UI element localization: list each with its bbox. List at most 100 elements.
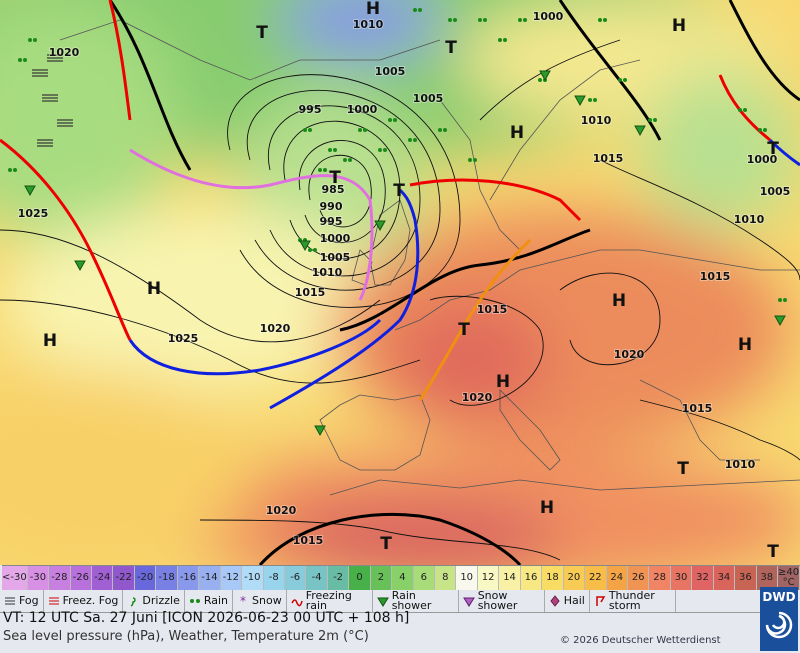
- scale-cell: 36: [735, 566, 757, 590]
- scale-cell: 32: [692, 566, 714, 590]
- rain-dot: [593, 98, 597, 102]
- scale-cell: -30: [27, 566, 50, 590]
- scale-cell: -10: [242, 566, 264, 590]
- rain-dot: [318, 168, 322, 172]
- troughs: [108, 0, 800, 565]
- scale-cell: 2: [370, 566, 393, 590]
- logo-swirl: [765, 611, 793, 639]
- pressure-system: T: [767, 139, 779, 159]
- pressure-label: 985: [322, 183, 345, 196]
- pressure-system: T: [458, 320, 470, 340]
- symbol-icon: [596, 596, 606, 606]
- rain-dot: [778, 298, 782, 302]
- isobars: [0, 39, 800, 561]
- rain-dot: [308, 248, 312, 252]
- pressure-label: 1000: [347, 103, 378, 116]
- rain-dot: [313, 248, 317, 252]
- rain-dot: [603, 18, 607, 22]
- rain-dot: [783, 298, 787, 302]
- scale-cell: -14: [199, 566, 221, 590]
- pressure-label: 1020: [49, 46, 80, 59]
- pressure-system: T: [767, 542, 779, 562]
- scale-cell: 20: [563, 566, 586, 590]
- rain-dot: [413, 8, 417, 12]
- rain-dot: [518, 18, 522, 22]
- symbol-label: Snow: [252, 594, 282, 607]
- rain-dot: [18, 58, 22, 62]
- valid-time: VT: 12 UTC Sa. 27 Juni [ICON 2026-06-23 …: [3, 610, 410, 626]
- pressure-label: 1015: [700, 270, 731, 283]
- scale-cell: -20: [134, 566, 157, 590]
- map-labels: 1010 1020 1005 1000 995 1000 1005 1010 1015 985 99…: [17, 0, 792, 562]
- scale-cell: 22: [585, 566, 607, 590]
- scale-cell: -16: [177, 566, 200, 590]
- logo-text: DWD: [762, 590, 796, 604]
- rain-dot: [448, 18, 452, 22]
- rain-dot: [648, 118, 652, 122]
- rain-dot: [393, 118, 397, 122]
- pressure-label: 1005: [760, 185, 791, 198]
- symbol-legend-item: Drizzle: [123, 590, 185, 612]
- scale-cell: 10: [456, 566, 478, 590]
- pressure-system: H: [366, 0, 380, 19]
- rain-dot: [348, 158, 352, 162]
- rain-dot: [358, 128, 362, 132]
- symbol-legend-item: Hail: [545, 590, 590, 612]
- svg-text:*: *: [240, 595, 246, 607]
- pressure-system: H: [540, 498, 554, 518]
- rain-dot: [383, 148, 387, 152]
- symbol-label: Drizzle: [142, 594, 180, 607]
- pressure-system: T: [445, 38, 457, 58]
- scale-cell: -6: [284, 566, 307, 590]
- pressure-label: 1015: [477, 303, 508, 316]
- pressure-system: H: [612, 291, 626, 311]
- scale-cell: -8: [263, 566, 285, 590]
- rain-dot: [743, 108, 747, 112]
- pressure-system: H: [147, 279, 161, 299]
- rain-dot: [483, 18, 487, 22]
- scale-cell: 18: [542, 566, 564, 590]
- scale-cell: 8: [435, 566, 457, 590]
- symbol-label: Freez. Fog: [62, 594, 119, 607]
- rain-dot: [473, 158, 477, 162]
- copyright: © 2026 Deutscher Wetterdienst: [560, 635, 721, 646]
- pressure-label: 1000: [533, 10, 564, 23]
- rain-dot: [758, 128, 762, 132]
- pressure-label: 1005: [413, 92, 444, 105]
- symbol-label: Rain: [203, 594, 229, 607]
- pressure-system: T: [256, 23, 268, 43]
- scale-cell: 28: [649, 566, 671, 590]
- scale-cell: 14: [499, 566, 521, 590]
- pressure-label: 1010: [312, 266, 343, 279]
- shower-symbol: [574, 95, 586, 107]
- symbol-icon: *: [240, 595, 246, 607]
- shower-symbol: [774, 315, 786, 327]
- scale-cell: 26: [627, 566, 650, 590]
- scale-cell: -24: [92, 566, 114, 590]
- pressure-label: 1010: [734, 213, 765, 226]
- scale-cell: -22: [113, 566, 135, 590]
- pressure-label: 1020: [614, 348, 645, 361]
- rain-dot: [538, 78, 542, 82]
- rain-dot: [13, 168, 17, 172]
- symbol-legend-item: * Snow: [233, 590, 287, 612]
- fronts: [0, 0, 800, 410]
- scale-cell: 38: [756, 566, 779, 590]
- rain-dot: [323, 168, 327, 172]
- shower-symbol: [539, 70, 551, 82]
- pressure-label: 1015: [682, 402, 713, 415]
- rain-dot: [378, 148, 382, 152]
- scale-cell: 16: [520, 566, 543, 590]
- pressure-label: 1010: [353, 18, 384, 31]
- symbol-icon: [550, 595, 560, 607]
- symbol-icon: [189, 599, 200, 603]
- pressure-system: H: [496, 372, 510, 392]
- rain-dot: [468, 158, 472, 162]
- rain-dot: [28, 38, 32, 42]
- shower-symbol: [74, 260, 86, 272]
- pressure-label: 1015: [593, 152, 624, 165]
- symbol-label: Snow shower: [477, 589, 518, 612]
- rain-dot: [418, 8, 422, 12]
- scale-cell: -4: [306, 566, 328, 590]
- symbol-legend-item: Thunder storm: [590, 590, 676, 612]
